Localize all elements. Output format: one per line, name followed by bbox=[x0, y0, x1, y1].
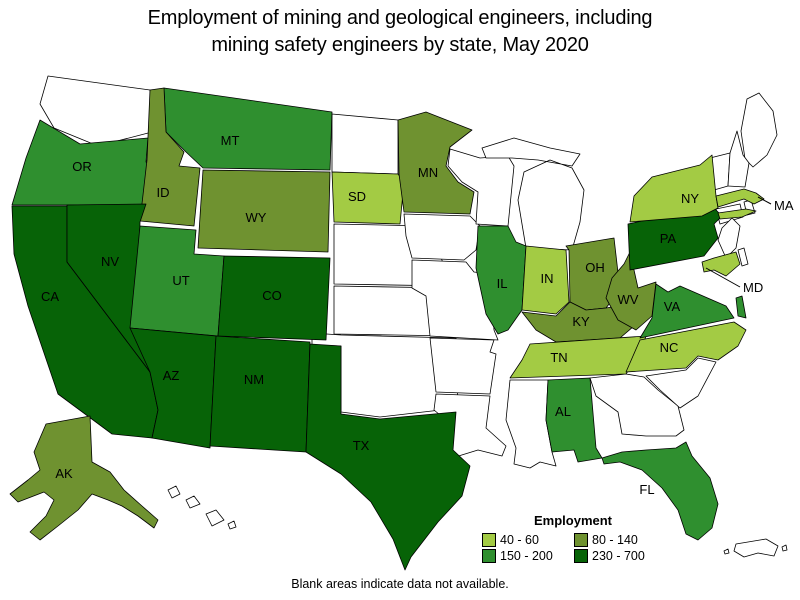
state-ND[interactable] bbox=[331, 113, 399, 175]
legend-title: Employment bbox=[533, 513, 612, 528]
state-label-NC: NC bbox=[660, 340, 679, 355]
state-label-NV: NV bbox=[101, 254, 119, 269]
state-DE[interactable] bbox=[737, 247, 749, 267]
state-MD[interactable] bbox=[701, 251, 741, 277]
callout-line-MA bbox=[757, 196, 772, 205]
legend-item: 40 - 60 bbox=[482, 533, 574, 547]
state-AL[interactable] bbox=[545, 377, 603, 463]
legend-item: 150 - 200 bbox=[482, 549, 574, 563]
state-MI[interactable] bbox=[481, 137, 585, 251]
page-title: Employment of mining and geological engi… bbox=[0, 5, 800, 59]
state-label-AZ: AZ bbox=[163, 368, 180, 383]
state-HI[interactable] bbox=[167, 485, 237, 530]
legend-swatch bbox=[574, 533, 588, 547]
legend-class-label: 230 - 700 bbox=[592, 549, 645, 563]
state-MO[interactable] bbox=[411, 259, 499, 341]
map-legend: Employment 40 - 60 80 - 140 150 - 200 230 -… bbox=[482, 513, 664, 563]
state-MA[interactable] bbox=[715, 188, 765, 208]
legend-class-label: 80 - 140 bbox=[592, 533, 638, 547]
state-label-MT: MT bbox=[221, 133, 240, 148]
state-label-ID: ID bbox=[157, 185, 170, 200]
state-VA[interactable] bbox=[639, 283, 747, 339]
state-FL[interactable] bbox=[601, 441, 719, 541]
state-label-WV: WV bbox=[618, 292, 639, 307]
state-ME[interactable] bbox=[740, 92, 778, 168]
state-label-AL: AL bbox=[555, 404, 571, 419]
legend-item: 80 - 140 bbox=[574, 533, 664, 547]
title-line-1: Employment of mining and geological engi… bbox=[147, 7, 653, 29]
callout-line-MD bbox=[705, 267, 741, 288]
state-PR[interactable] bbox=[723, 538, 788, 558]
state-GA[interactable] bbox=[589, 373, 685, 437]
state-label-IL: IL bbox=[497, 276, 508, 291]
state-MT[interactable] bbox=[163, 87, 333, 171]
state-label-TX: TX bbox=[353, 438, 370, 453]
state-ID[interactable] bbox=[139, 87, 201, 227]
state-IL[interactable] bbox=[475, 225, 527, 335]
legend-grid: 40 - 60 80 - 140 150 - 200 230 - 700 bbox=[482, 533, 664, 563]
state-label-FL: FL bbox=[639, 482, 654, 497]
state-label-SD: SD bbox=[348, 189, 366, 204]
state-label-NM: NM bbox=[244, 372, 264, 387]
legend-item: 230 - 700 bbox=[574, 549, 664, 563]
map-footnote: Blank areas indicate data not available. bbox=[291, 577, 509, 591]
legend-class-label: 150 - 200 bbox=[500, 549, 553, 563]
state-IA[interactable] bbox=[403, 213, 481, 261]
state-AK[interactable] bbox=[9, 415, 159, 541]
state-AR[interactable] bbox=[429, 337, 497, 395]
title-line-2: mining safety engineers by state, May 20… bbox=[211, 34, 589, 56]
state-SD[interactable] bbox=[331, 171, 405, 225]
state-label-IN: IN bbox=[541, 271, 554, 286]
legend-class-label: 40 - 60 bbox=[500, 533, 539, 547]
state-NC[interactable] bbox=[625, 321, 747, 373]
state-MN[interactable] bbox=[397, 111, 475, 215]
legend-swatch bbox=[482, 549, 496, 563]
state-TN[interactable] bbox=[509, 335, 647, 379]
state-NY[interactable] bbox=[629, 154, 757, 223]
state-WY[interactable] bbox=[197, 169, 331, 253]
state-label-WY: WY bbox=[246, 210, 267, 225]
state-label-CA: CA bbox=[41, 289, 59, 304]
state-label-VA: VA bbox=[664, 299, 681, 314]
state-label-MN: MN bbox=[418, 165, 438, 180]
state-NM[interactable] bbox=[209, 335, 311, 453]
state-CO[interactable] bbox=[217, 255, 331, 341]
state-TX[interactable] bbox=[305, 343, 471, 571]
state-NH[interactable] bbox=[727, 130, 750, 188]
state-label-PA: PA bbox=[660, 231, 677, 246]
state-IN[interactable] bbox=[521, 245, 570, 315]
state-label-OR: OR bbox=[72, 159, 92, 174]
state-label-NY: NY bbox=[681, 191, 699, 206]
state-label-AK: AK bbox=[55, 466, 73, 481]
state-label-UT: UT bbox=[172, 273, 189, 288]
legend-swatch bbox=[574, 549, 588, 563]
state-label-MD: MD bbox=[743, 280, 763, 295]
state-label-KY: KY bbox=[572, 314, 590, 329]
state-label-OH: OH bbox=[585, 260, 605, 275]
legend-swatch bbox=[482, 533, 496, 547]
state-label-CO: CO bbox=[262, 288, 282, 303]
state-label-MA: MA bbox=[774, 198, 794, 213]
state-label-TN: TN bbox=[550, 350, 567, 365]
state-SC[interactable] bbox=[645, 357, 717, 409]
